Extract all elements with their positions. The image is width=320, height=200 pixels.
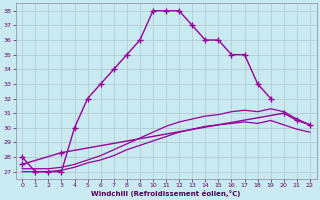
- X-axis label: Windchill (Refroidissement éolien,°C): Windchill (Refroidissement éolien,°C): [92, 190, 241, 197]
